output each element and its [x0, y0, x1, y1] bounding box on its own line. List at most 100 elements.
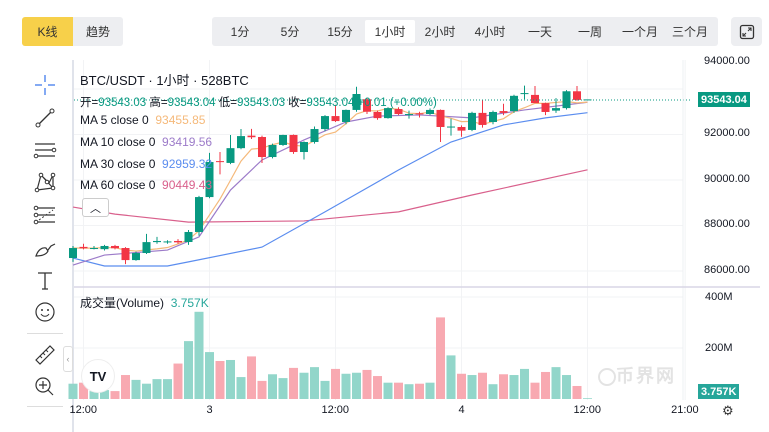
interval-4h[interactable]: 4小时 — [474, 25, 506, 39]
volume-bar — [100, 390, 109, 399]
candle-body — [373, 111, 382, 119]
volume-bar — [478, 372, 487, 399]
ma60-line — [72, 169, 588, 223]
candle-body — [195, 197, 203, 232]
candle-body — [163, 241, 172, 243]
text-tool[interactable] — [30, 267, 60, 293]
horizontal-lines-icon — [33, 143, 57, 159]
chevron-up-icon: ︿ — [90, 202, 101, 215]
candle-body — [573, 91, 581, 100]
collapse-legend-button[interactable]: ︿ — [82, 198, 109, 217]
candle-body — [342, 109, 350, 122]
crosshair-tool[interactable] — [30, 72, 60, 98]
toolbar-divider — [27, 406, 63, 407]
collapse-toolbar-button[interactable]: ‹ — [63, 346, 73, 372]
candle-body — [300, 142, 308, 153]
volume-tick: 400M — [705, 291, 733, 303]
candle-body — [499, 111, 508, 113]
candle-body — [247, 135, 256, 138]
time-tick: 21:00 — [671, 404, 699, 416]
emoji-tool[interactable] — [30, 299, 60, 325]
crosshair-icon — [35, 75, 55, 95]
price-tick: 86000.00 — [704, 264, 750, 276]
volume-bar — [215, 361, 225, 399]
candle-body — [258, 137, 266, 158]
ma5-legend: MA 5 close 0 93455.85 — [80, 113, 205, 127]
fib-tool[interactable] — [30, 202, 60, 228]
interval-selector: 1分 5分 15分 1小时 2小时 4小时 一天 一周 一个月 三个月 — [212, 17, 718, 46]
candle-body — [184, 231, 193, 242]
volume-bar — [331, 368, 340, 399]
volume-bar — [89, 391, 99, 399]
volume-bar — [383, 382, 393, 399]
text-icon — [38, 272, 52, 290]
ma-value: 93419.56 — [162, 135, 213, 149]
volume-bar — [583, 398, 592, 399]
zoom-in-tool[interactable] — [30, 374, 60, 400]
price-tick: 88000.00 — [704, 218, 750, 230]
ma30-legend: MA 30 close 0 92959.32 — [80, 157, 212, 171]
volume-bar — [562, 375, 571, 399]
ma60-legend: MA 60 close 0 90449.43 — [80, 178, 212, 192]
volume-bar — [373, 376, 382, 399]
volume-bar — [184, 341, 193, 399]
volume-bar — [131, 379, 141, 399]
volume-bar — [299, 372, 309, 399]
interval-3mo[interactable]: 三个月 — [671, 25, 708, 39]
volume-bar — [173, 363, 183, 399]
candle-body — [111, 245, 119, 249]
close-label: 收= — [288, 97, 307, 109]
volume-bar — [110, 391, 120, 399]
interval-1d[interactable]: 一天 — [527, 25, 552, 39]
volume-bar — [163, 379, 172, 399]
candle-body — [153, 240, 161, 243]
interval-15m[interactable]: 15分 — [327, 25, 353, 39]
interval-1h[interactable]: 1小时 — [365, 20, 415, 43]
volume-bar — [520, 368, 529, 399]
interval-1mo[interactable]: 一个月 — [621, 25, 658, 39]
ruler-tool[interactable] — [30, 342, 60, 368]
chart-type-trend[interactable]: 趋势 — [73, 17, 123, 46]
open-label: 开= — [80, 97, 99, 109]
interval-5m[interactable]: 5分 — [280, 25, 300, 39]
horizontal-lines-tool[interactable] — [30, 137, 60, 163]
last-price-tag: 93543.04 — [698, 92, 750, 107]
candle-body — [268, 144, 277, 158]
price-tick: 94000.00 — [704, 55, 750, 67]
volume-bar — [394, 382, 403, 399]
volume-bar — [499, 374, 508, 399]
time-tick: 12:00 — [573, 404, 602, 416]
interval-2h[interactable]: 2小时 — [424, 25, 456, 39]
volume-bar — [415, 383, 424, 399]
volume-bar — [404, 384, 414, 399]
trend-line-tool[interactable] — [30, 105, 60, 131]
fullscreen-button[interactable] — [731, 17, 762, 46]
expand-icon — [739, 24, 754, 39]
emoji-icon — [35, 302, 55, 322]
candle-body — [520, 93, 529, 95]
tradingview-logo[interactable]: TV — [81, 359, 115, 393]
candle-body — [142, 242, 151, 254]
settings-gear-icon[interactable]: ⚙ — [722, 403, 734, 418]
chart-title: BTC/USDT · 1小时 · 528BTC — [80, 73, 249, 88]
volume-bar — [572, 385, 582, 399]
chart-type-kline[interactable]: K线 — [22, 17, 73, 46]
volume-bar — [362, 369, 372, 399]
candle-body — [132, 253, 140, 261]
interval-1m[interactable]: 1分 — [230, 25, 250, 39]
volume-label: 成交量(Volume) — [80, 296, 165, 310]
volume-bar — [205, 352, 214, 399]
open-value: 93543.03 — [98, 97, 147, 109]
watermark: 币界网 — [598, 362, 676, 388]
brush-tool[interactable] — [30, 235, 60, 261]
pattern-tool[interactable] — [30, 169, 60, 195]
ma-label: MA 10 close 0 — [80, 135, 156, 149]
interval-1w[interactable]: 一周 — [577, 25, 602, 39]
candle-body — [426, 109, 434, 115]
candle-body — [90, 248, 98, 250]
volume-legend: 成交量(Volume) 3.757K — [80, 294, 209, 311]
candle-body — [394, 109, 403, 115]
volume-bar — [541, 371, 550, 399]
volume-bar — [425, 382, 435, 399]
